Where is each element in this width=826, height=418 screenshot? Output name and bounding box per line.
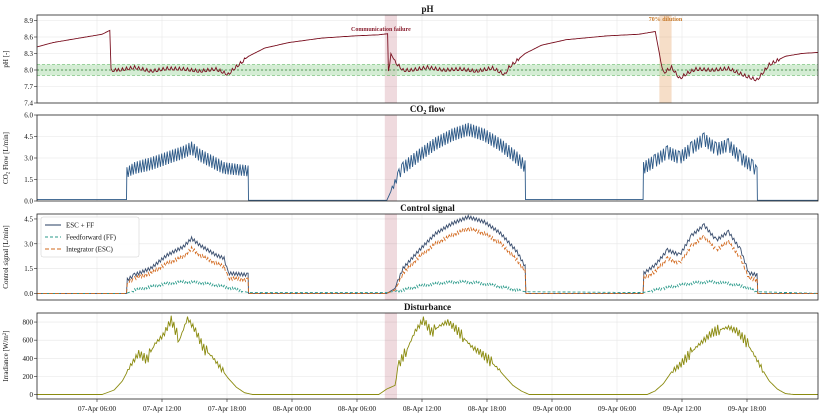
y-tick-label: 7.4 [24, 100, 33, 108]
event-shade [384, 115, 397, 201]
panel-1: 7.4 7.7 8.0 8.3 8.6 8.9 pH pH [-] Communication … [2, 4, 819, 108]
annotation-label: Communication failure [351, 27, 411, 33]
y-tick-label: 3.0 [24, 155, 33, 163]
y-tick-label: 0 [30, 391, 34, 399]
event-shade [384, 214, 397, 300]
y-tick-label: 7.7 [24, 83, 33, 91]
panel-title: Disturbance [404, 302, 451, 312]
x-tick-label: 08-Apr 12:00 [403, 405, 441, 413]
legend-label: Feedforward (FF) [66, 234, 117, 242]
x-tick-label: 09-Apr 00:00 [533, 405, 571, 413]
axes-frame [36, 14, 819, 104]
legend: ESC + FF Feedforward (FF) Integrator (ESC) [40, 216, 140, 258]
y-tick-label: 400 [23, 355, 34, 363]
y-tick-label: 1.5 [24, 265, 33, 273]
series-line-1 [37, 213, 818, 294]
series-line-2 [37, 279, 819, 294]
x-tick-label: 09-Apr 18:00 [728, 405, 766, 413]
panel-title: pH [421, 4, 433, 14]
panel-3: 0.0 1.5 3.0 4.5 Control signal Control signal… [2, 203, 819, 301]
panel-2: 0.0 1.5 3.0 4.5 6.0 CO2 flow CO2 Flow [L/min] [2, 104, 819, 206]
y-tick-label: 8.6 [24, 34, 33, 42]
y-tick-label: 8.0 [24, 67, 33, 75]
y-tick-label: 800 [23, 319, 34, 327]
y-tick-label: 8.3 [24, 50, 33, 58]
x-tick-label: 08-Apr 06:00 [338, 405, 376, 413]
y-tick-label: 0.0 [24, 198, 33, 206]
x-tick-label: 07-Apr 12:00 [143, 405, 181, 413]
x-tick-label: 09-Apr 06:00 [598, 405, 636, 413]
x-tick-label: 09-Apr 12:00 [663, 405, 701, 413]
y-tick-label: 1.5 [24, 176, 33, 184]
y-tick-label: 3.0 [24, 240, 33, 248]
y-tick-label: 0.0 [24, 290, 33, 298]
y-tick-label: 8.9 [24, 17, 33, 25]
y-tick-label: 200 [23, 373, 34, 381]
panel-title: Control signal [400, 203, 455, 213]
legend-label: Integrator (ESC) [66, 246, 114, 254]
panel-title: CO2 flow [410, 104, 446, 116]
y-axis-label: Irradiance [W/m2] [2, 330, 10, 381]
panel-4: 0 200 400 600 800 Disturbance Irradiance [W/m2… [2, 302, 819, 413]
y-tick-label: 4.5 [24, 133, 33, 141]
x-tick-label: 07-Apr 06:00 [78, 405, 116, 413]
x-tick-label: 08-Apr 18:00 [468, 405, 506, 413]
y-axis-label: CO2 Flow [L/min] [2, 132, 12, 184]
legend-label: ESC + FF [66, 222, 94, 230]
y-axis-label: pH [-] [2, 50, 10, 67]
y-tick-label: 600 [23, 337, 34, 345]
series-line-1 [37, 315, 818, 395]
y-tick-label: 4.5 [24, 215, 33, 223]
y-tick-label: 6.0 [24, 112, 33, 120]
annotation-label: 70% dilution [649, 17, 683, 23]
event-shade [384, 313, 397, 399]
series-line-3 [37, 225, 818, 294]
event-shade [659, 15, 672, 103]
axes-frame [36, 213, 819, 301]
x-tick-label: 07-Apr 18:00 [208, 405, 246, 413]
tolerance-band [37, 64, 818, 76]
axes-frame [36, 312, 819, 400]
y-axis-label: Control signal [L/min] [2, 225, 10, 288]
series-line-1 [37, 122, 818, 201]
legend-box [40, 216, 140, 258]
series-line-1 [36, 29, 819, 82]
x-tick-label: 08-Apr 00:00 [273, 405, 311, 413]
